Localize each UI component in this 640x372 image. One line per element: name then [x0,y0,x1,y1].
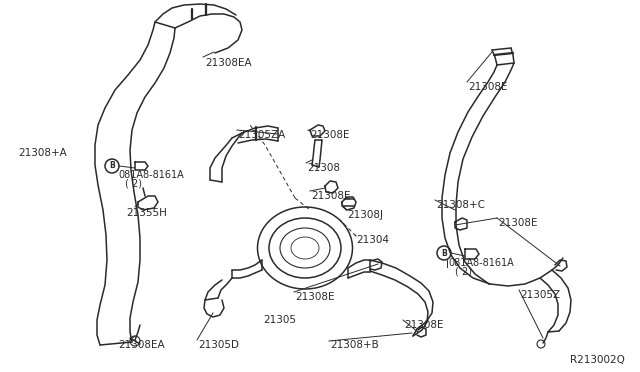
Text: 081A8-8161A: 081A8-8161A [448,258,514,268]
Text: 21305Z: 21305Z [520,290,560,300]
Text: ( 2): ( 2) [125,179,142,189]
Text: 21308E: 21308E [468,82,508,92]
Text: 21308+B: 21308+B [330,340,379,350]
Text: 21308E: 21308E [310,130,349,140]
Text: B: B [109,161,115,170]
Text: 21308+C: 21308+C [436,200,485,210]
Ellipse shape [269,218,341,278]
Ellipse shape [257,207,353,289]
Text: 21308E: 21308E [404,320,444,330]
Text: 21355H: 21355H [126,208,167,218]
Text: 21308J: 21308J [347,210,383,220]
Text: 21308E: 21308E [311,191,351,201]
Text: 21308E: 21308E [498,218,538,228]
Text: 21308: 21308 [307,163,340,173]
Text: 21304: 21304 [356,235,389,245]
Text: 21308+A: 21308+A [18,148,67,158]
Text: 21305ZA: 21305ZA [238,130,285,140]
Text: 21308EA: 21308EA [205,58,252,68]
Text: 081A8-8161A: 081A8-8161A [118,170,184,180]
Text: 21305: 21305 [263,315,296,325]
Text: 21305D: 21305D [198,340,239,350]
Ellipse shape [291,237,319,259]
Text: B: B [441,248,447,257]
Ellipse shape [280,228,330,268]
Text: ( 2): ( 2) [455,267,472,277]
Text: 21308E: 21308E [295,292,335,302]
Text: 21308EA: 21308EA [118,340,164,350]
Text: R213002Q: R213002Q [570,355,625,365]
